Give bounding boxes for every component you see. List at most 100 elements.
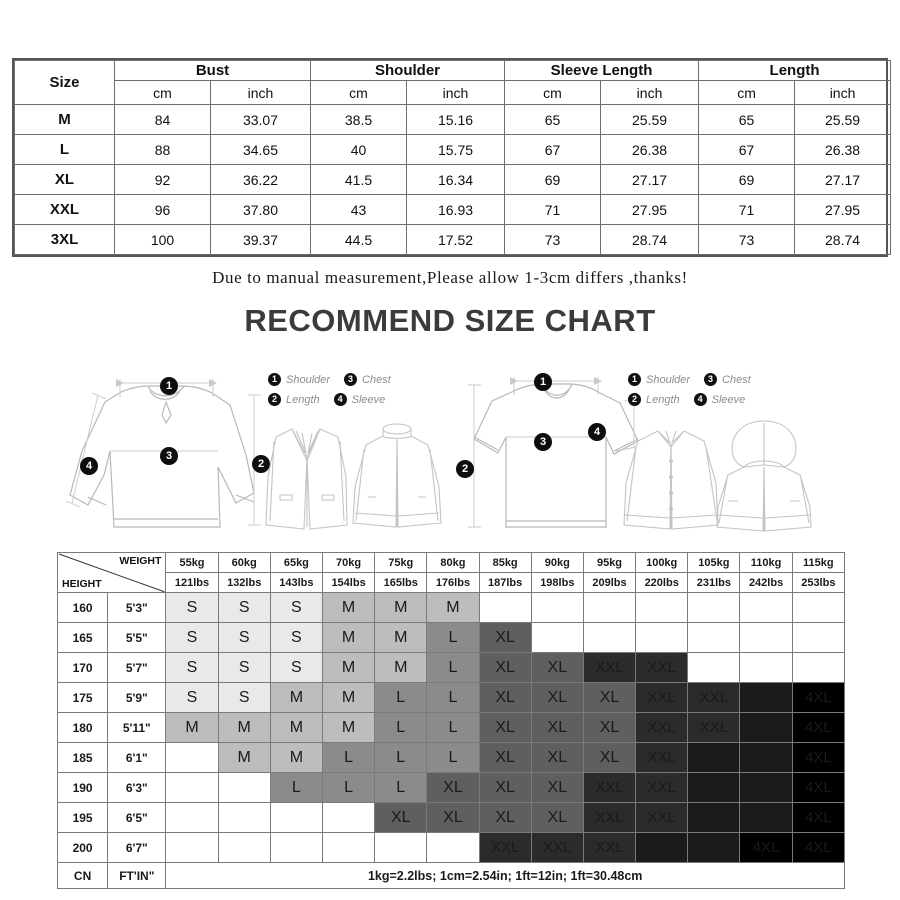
matrix-empty-cell xyxy=(635,592,689,623)
legend-bullet-2-icon: 2 xyxy=(268,393,281,406)
matrix-empty-cell xyxy=(478,592,532,623)
matrix-row: 175 5'9" S S M M L L XL XL XL XXL XXL 3XL 4XL xyxy=(56,682,846,713)
matrix-height-ft: 5'9" xyxy=(107,682,167,713)
matrix-weight-kg-row: WEIGHT HEIGHT 55kg 60kg 65kg 70kg 75kg 8… xyxy=(56,552,846,593)
spec-row-xl: XL 92 36.22 41.5 16.34 69 27.17 69 27.17 xyxy=(14,164,892,195)
matrix-size-cell: L xyxy=(269,772,323,803)
matrix-row: 200 6'7" XXL XXL XXL 3XL 3XL 4XL 4XL xyxy=(56,832,846,863)
spec-cell: 17.52 xyxy=(405,224,506,255)
matrix-size-cell: XXL xyxy=(687,712,741,743)
hoodie-illustration xyxy=(716,420,812,532)
matrix-size-cell: M xyxy=(321,592,376,623)
matrix-size-cell: L xyxy=(374,712,428,743)
button-shirt-illustration xyxy=(623,430,719,530)
matrix-weight-kg: 55kg xyxy=(165,552,219,573)
matrix-row: 185 6'1" M M L L L XL XL XL XXL 3XL 3XL 4XL xyxy=(56,742,846,773)
matrix-size-cell: XXL xyxy=(582,772,637,803)
spec-cell: 88 xyxy=(114,134,211,165)
matrix-empty-cell xyxy=(582,592,637,623)
matrix-size-cell: XL xyxy=(478,682,532,713)
marker-sleeve-right: 4 xyxy=(588,423,606,441)
matrix-size-cell: M xyxy=(269,682,323,713)
matrix-weight-lbs: 253lbs xyxy=(791,572,846,593)
spec-cell: 27.17 xyxy=(794,164,892,195)
matrix-height-ft: 6'5" xyxy=(107,802,167,833)
matrix-weight-kg: 80kg xyxy=(426,552,480,573)
matrix-empty-cell xyxy=(269,832,323,863)
matrix-height-ft: 6'3" xyxy=(107,772,167,803)
matrix-size-cell: XL xyxy=(582,712,637,743)
matrix-weight-kg: 90kg xyxy=(530,552,584,573)
spec-cell: 33.07 xyxy=(210,104,311,135)
matrix-size-cell: S xyxy=(269,652,323,683)
matrix-empty-cell xyxy=(165,772,219,803)
matrix-size-cell: XL xyxy=(426,772,480,803)
spec-size-m: M xyxy=(14,104,115,135)
legend-label-shoulder: Shoulder xyxy=(286,373,331,386)
matrix-size-cell: XL xyxy=(530,712,584,743)
spec-cell: 37.80 xyxy=(210,194,311,225)
matrix-height-ft: 6'1" xyxy=(107,742,167,773)
matrix-weight-kg: 105kg xyxy=(687,552,741,573)
spec-group-sleeve-length: Sleeve Length xyxy=(504,60,700,81)
matrix-empty-cell xyxy=(687,592,741,623)
spec-unit-length-inch: inch xyxy=(794,80,892,105)
zip-jacket-illustration xyxy=(352,423,442,528)
matrix-weight-kg: 95kg xyxy=(582,552,637,573)
matrix-size-cell: XXL xyxy=(478,832,532,863)
matrix-height-cm: 165 xyxy=(56,622,109,653)
matrix-size-cell: M xyxy=(165,712,219,743)
spec-unit-header-row: cm inch cm inch cm inch cm inch xyxy=(15,80,892,105)
marker-chest-left: 3 xyxy=(160,447,178,465)
matrix-weight-kg: 85kg xyxy=(478,552,532,573)
spec-row-m: M 84 33.07 38.5 15.16 65 25.59 65 25.59 xyxy=(14,104,892,135)
spec-unit-sleeve-inch: inch xyxy=(600,80,700,105)
matrix-size-cell: XL xyxy=(478,742,532,773)
spec-row-3xl: 3XL 100 39.37 44.5 17.52 73 28.74 73 28.… xyxy=(14,224,892,255)
legend-label-length: Length xyxy=(646,393,680,406)
legend-label-length: Length xyxy=(286,393,320,406)
matrix-corner-cell: WEIGHT HEIGHT xyxy=(56,552,167,593)
spec-unit-shoulder-cm: cm xyxy=(310,80,407,105)
matrix-weight-kg: 70kg xyxy=(321,552,376,573)
matrix-size-cell: XL xyxy=(582,682,637,713)
spec-cell: 71 xyxy=(504,194,602,225)
matrix-weight-lbs: 121lbs xyxy=(165,572,219,593)
matrix-size-cell: M xyxy=(374,592,428,623)
spec-group-length: Length xyxy=(698,60,892,81)
matrix-empty-cell xyxy=(165,802,219,833)
spec-cell: 65 xyxy=(504,104,602,135)
marker-sleeve-left: 4 xyxy=(80,457,98,475)
matrix-body: 160 5'3" S S S M M M 165 5'5" S S S M M L XL 170 5'7" S S S M M… xyxy=(56,592,846,863)
spec-cell: 28.74 xyxy=(600,224,700,255)
matrix-size-cell: XXL xyxy=(635,802,689,833)
spec-cell: 27.17 xyxy=(600,164,700,195)
matrix-size-cell: S xyxy=(217,652,271,683)
spec-cell: 27.95 xyxy=(600,194,700,225)
matrix-empty-cell xyxy=(269,802,323,833)
spec-cell: 34.65 xyxy=(210,134,311,165)
spec-cell: 15.75 xyxy=(405,134,506,165)
matrix-size-cell: XXL xyxy=(635,712,689,743)
matrix-size-cell: 3XL xyxy=(739,682,793,713)
marker-length-right: 2 xyxy=(456,460,474,478)
legend-right: 1 Shoulder 3 Chest 2 Length 4 Sleeve xyxy=(628,373,765,413)
matrix-weight-kg: 100kg xyxy=(635,552,689,573)
matrix-size-cell: M xyxy=(374,652,428,683)
matrix-empty-cell xyxy=(217,772,271,803)
matrix-size-cell: XXL xyxy=(582,652,637,683)
spec-unit-bust-inch: inch xyxy=(210,80,311,105)
matrix-empty-cell xyxy=(582,622,637,653)
matrix-size-cell: S xyxy=(217,592,271,623)
matrix-empty-cell xyxy=(530,622,584,653)
matrix-size-cell: M xyxy=(217,742,271,773)
matrix-empty-cell xyxy=(374,832,428,863)
spec-group-header-row: Size Bust Shoulder Sleeve Length Length xyxy=(14,60,892,105)
matrix-empty-cell xyxy=(739,652,793,683)
matrix-size-cell: XL xyxy=(374,802,428,833)
spec-cell: 84 xyxy=(114,104,211,135)
matrix-size-cell: S xyxy=(165,652,219,683)
matrix-size-cell: 4XL xyxy=(739,832,793,863)
marker-chest-right: 3 xyxy=(534,433,552,451)
